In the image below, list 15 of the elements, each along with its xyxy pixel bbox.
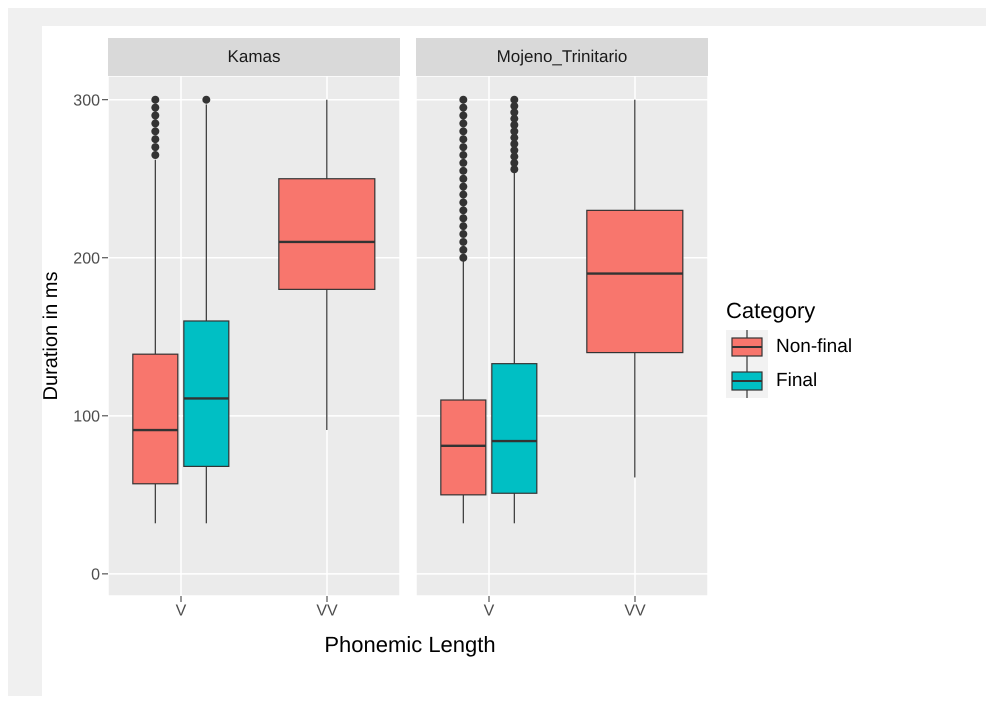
x-axis-title: Phonemic Length: [323, 632, 497, 658]
y-tick-label: 100: [73, 408, 100, 426]
y-tick-label: 0: [91, 566, 100, 584]
legend-label: Final: [776, 370, 818, 392]
legend-label: Non-final: [776, 336, 852, 358]
y-axis-title: Duration in ms: [40, 272, 62, 400]
x-tick-label: VV: [316, 602, 338, 620]
x-tick-label: V: [176, 602, 187, 620]
x-tick-label: VV: [624, 602, 646, 620]
x-tick-label: V: [484, 602, 495, 620]
chart-title: Mojeno_Trinitario: [416, 38, 708, 76]
y-tick-label: 300: [73, 92, 100, 110]
legend-title: Category: [726, 298, 816, 324]
y-tick-label: 200: [73, 250, 100, 268]
chart-title: Kamas: [108, 38, 400, 76]
